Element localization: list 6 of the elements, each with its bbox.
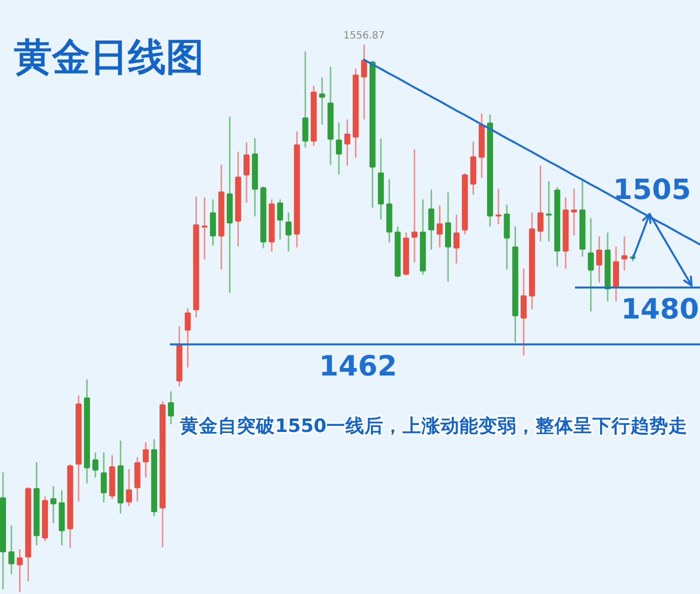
ref-line-label: 1462 bbox=[319, 349, 397, 382]
annotation: 1556.87 bbox=[343, 30, 385, 42]
text: 黄金日线图 bbox=[14, 35, 204, 79]
annotation: 1505 bbox=[613, 173, 691, 206]
annotation: 黄金自突破1550一线后，上涨动能变弱，整体呈下行趋势走 bbox=[179, 415, 688, 437]
ref-line-label: 1480 bbox=[621, 292, 699, 326]
